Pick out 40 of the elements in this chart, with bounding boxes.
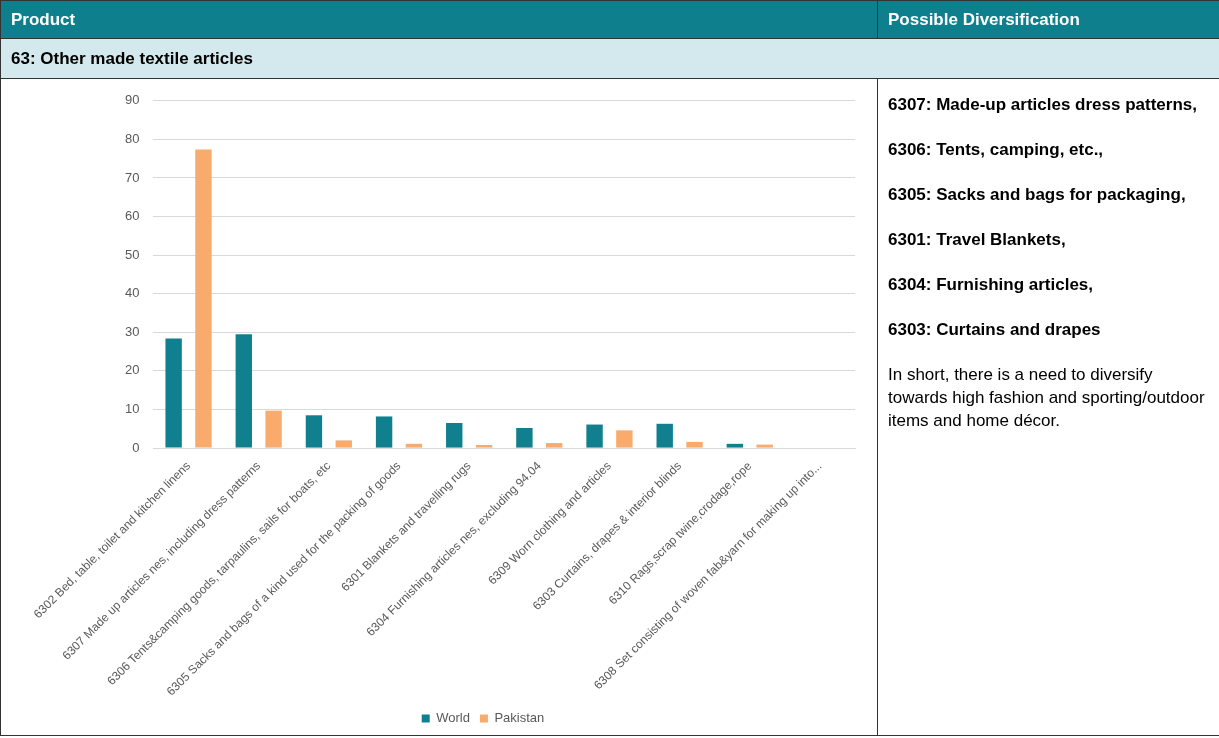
text: 63: Other made textile articles: [0, 38, 1219, 79]
y-tick-label: 50: [124, 246, 140, 262]
bar: [546, 443, 563, 448]
text: In short, there is a need to diversify towards high fashion and sporting/outdoor items and home décor.: [888, 364, 1206, 432]
bar: [475, 445, 493, 448]
bar: [165, 338, 182, 448]
legend-label: Pakistan: [494, 710, 545, 726]
bar: [756, 444, 773, 448]
bar: [656, 423, 673, 448]
bar: [586, 424, 603, 448]
bar: [446, 423, 463, 448]
bar: [235, 334, 252, 448]
bar: [305, 415, 323, 448]
text: 6303: Curtains and drapes: [888, 319, 1102, 341]
bar: [516, 428, 533, 448]
text: 6301: Travel Blankets,: [888, 229, 1067, 251]
y-tick-label: 70: [124, 169, 140, 185]
bar: [616, 430, 633, 448]
y-tick-label: 30: [124, 323, 140, 339]
bar: [686, 441, 703, 448]
y-tick-label: 40: [124, 285, 140, 301]
legend-label: World: [436, 710, 470, 726]
y-tick-label: 0: [132, 439, 140, 455]
y-tick-label: 20: [124, 362, 140, 378]
bar: [375, 416, 393, 448]
text: 6307: Made-up articles dress patterns,: [888, 94, 1198, 116]
y-tick-label: 60: [124, 208, 140, 224]
bar: [265, 410, 282, 448]
text: 6306: Tents, camping, etc.,: [888, 139, 1105, 161]
bar: [195, 149, 212, 448]
bar: [405, 443, 423, 448]
bar: [726, 443, 744, 448]
bar: [335, 440, 352, 448]
y-tick-label: 80: [124, 130, 140, 146]
text: Product: [0, 0, 878, 39]
text: Possible Diversification: [877, 0, 1219, 39]
text: 6305: Sacks and bags for packaging,: [888, 184, 1187, 206]
y-tick-label: 10: [124, 401, 140, 417]
text: 6304: Furnishing articles,: [888, 274, 1094, 296]
y-tick-label: 90: [124, 92, 140, 108]
